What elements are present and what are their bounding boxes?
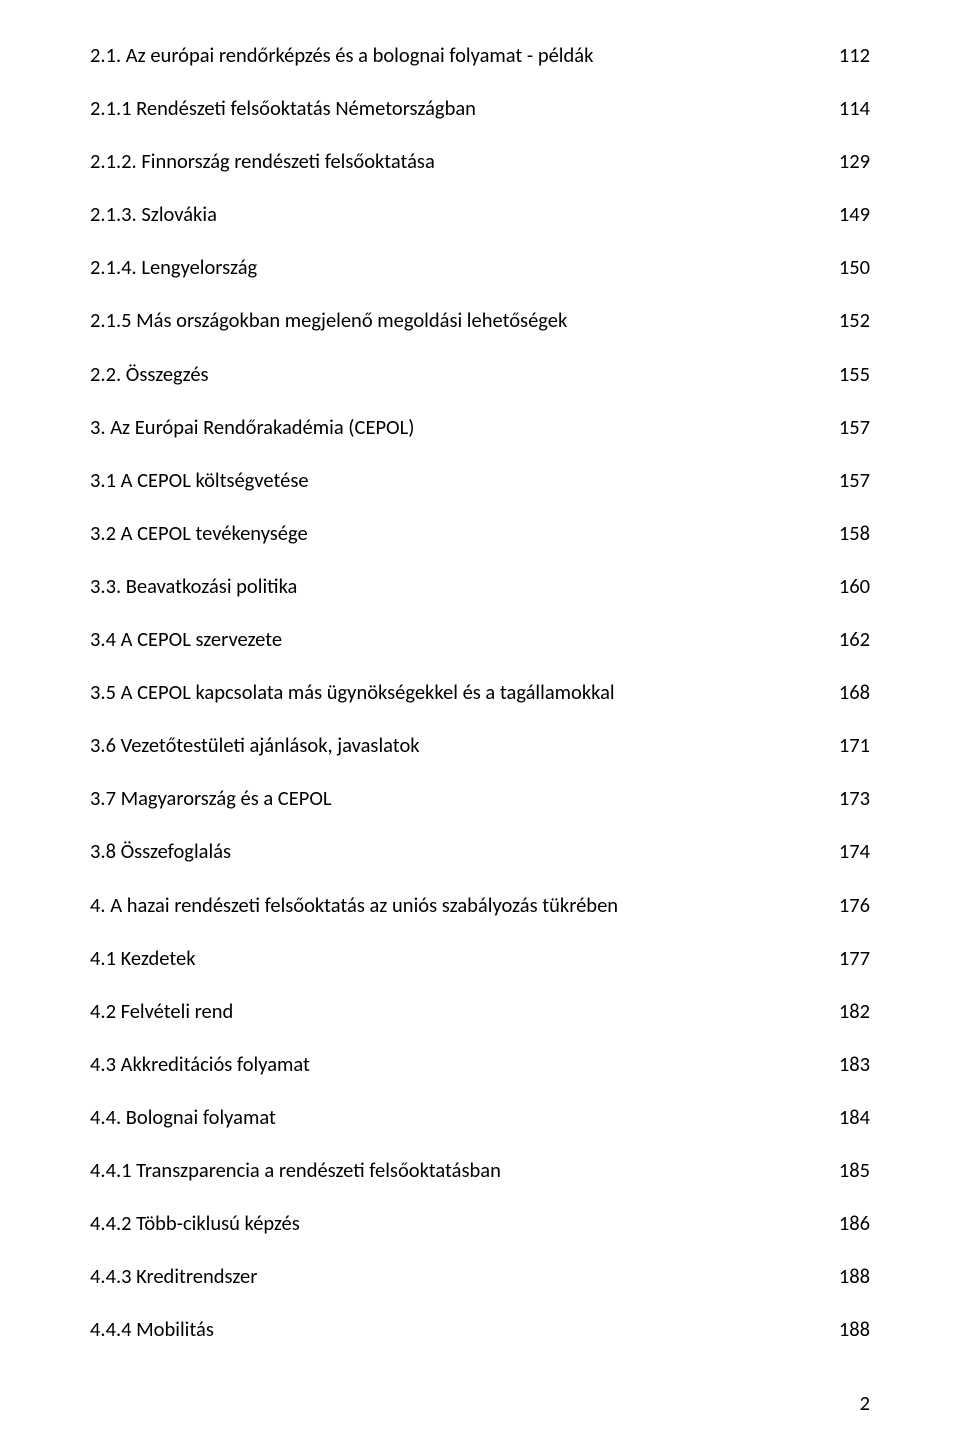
toc-entry-label: 3.7 Magyarország és a CEPOL bbox=[90, 786, 830, 811]
toc-entry-page: 160 bbox=[830, 574, 870, 599]
toc-entry-page: 162 bbox=[830, 627, 870, 652]
toc-entry: 3.7 Magyarország és a CEPOL 173 bbox=[90, 786, 870, 811]
toc-entry-label: 4.4.4 Mobilitás bbox=[90, 1317, 830, 1342]
toc-entry-page: 171 bbox=[830, 733, 870, 758]
toc-entry: 4.4. Bolognai folyamat 184 bbox=[90, 1105, 870, 1130]
toc-entry-page: 114 bbox=[830, 96, 870, 121]
toc-entry-label: 3.8 Összefoglalás bbox=[90, 839, 830, 864]
toc-entry: 4.4.3 Kreditrendszer 188 bbox=[90, 1264, 870, 1289]
document-page: 2.1. Az európai rendőrképzés és a bologn… bbox=[0, 0, 960, 1456]
toc-entry-label: 3.2 A CEPOL tevékenysége bbox=[90, 521, 830, 546]
toc-entry-label: 4.4.3 Kreditrendszer bbox=[90, 1264, 830, 1289]
toc-entry-page: 177 bbox=[830, 946, 870, 971]
toc-entry: 3. Az Európai Rendőrakadémia (CEPOL) 157 bbox=[90, 415, 870, 440]
toc-entry-label: 2.1.4. Lengyelország bbox=[90, 255, 830, 280]
toc-entry-label: 2.2. Összegzés bbox=[90, 362, 830, 387]
toc-entry-page: 152 bbox=[830, 308, 870, 333]
toc-entry-label: 2.1.5 Más országokban megjelenő megoldás… bbox=[90, 308, 830, 333]
toc-entry-page: 173 bbox=[830, 786, 870, 811]
toc-entry-page: 112 bbox=[830, 43, 870, 68]
toc-entry-page: 129 bbox=[830, 149, 870, 174]
toc-entry-label: 3.6 Vezetőtestületi ajánlások, javaslato… bbox=[90, 733, 830, 758]
toc-entry: 4.4.2 Több-ciklusú képzés 186 bbox=[90, 1211, 870, 1236]
toc-entry-label: 3.4 A CEPOL szervezete bbox=[90, 627, 830, 652]
toc-entry-label: 3.1 A CEPOL költségvetése bbox=[90, 468, 830, 493]
toc-entry: 3.5 A CEPOL kapcsolata más ügynökségekke… bbox=[90, 680, 870, 705]
toc-entry-label: 4.3 Akkreditációs folyamat bbox=[90, 1052, 830, 1077]
toc-entry: 4.3 Akkreditációs folyamat 183 bbox=[90, 1052, 870, 1077]
toc-entry: 2.1. Az európai rendőrképzés és a bologn… bbox=[90, 43, 870, 68]
toc-entry-label: 4.4.1 Transzparencia a rendészeti felsőo… bbox=[90, 1158, 830, 1183]
toc-entry: 4.4.4 Mobilitás 188 bbox=[90, 1317, 870, 1342]
toc-entry: 3.3. Beavatkozási politika 160 bbox=[90, 574, 870, 599]
toc-entry-page: 157 bbox=[830, 415, 870, 440]
toc-entry-page: 157 bbox=[830, 468, 870, 493]
toc-entry: 4. A hazai rendészeti felsőoktatás az un… bbox=[90, 893, 870, 918]
toc-entry-label: 4.2 Felvételi rend bbox=[90, 999, 830, 1024]
toc-entry-label: 2.1.1 Rendészeti felsőoktatás Németorszá… bbox=[90, 96, 830, 121]
toc-entry: 2.1.1 Rendészeti felsőoktatás Németorszá… bbox=[90, 96, 870, 121]
toc-entry-page: 158 bbox=[830, 521, 870, 546]
toc-entry-label: 2.1.3. Szlovákia bbox=[90, 202, 830, 227]
toc-entry-page: 182 bbox=[830, 999, 870, 1024]
toc-entry-label: 2.1. Az európai rendőrképzés és a bologn… bbox=[90, 43, 830, 68]
page-number: 2 bbox=[860, 1390, 870, 1416]
toc-entry-page: 188 bbox=[830, 1317, 870, 1342]
toc-entry-label: 3.3. Beavatkozási politika bbox=[90, 574, 830, 599]
toc-entry: 3.1 A CEPOL költségvetése 157 bbox=[90, 468, 870, 493]
toc-entry-page: 174 bbox=[830, 839, 870, 864]
toc-entry-label: 4.1 Kezdetek bbox=[90, 946, 830, 971]
toc-entry-label: 3. Az Európai Rendőrakadémia (CEPOL) bbox=[90, 415, 830, 440]
toc-entry: 2.1.5 Más országokban megjelenő megoldás… bbox=[90, 308, 870, 333]
toc-entry: 2.1.3. Szlovákia 149 bbox=[90, 202, 870, 227]
toc-entry: 4.2 Felvételi rend 182 bbox=[90, 999, 870, 1024]
toc-entry: 2.2. Összegzés 155 bbox=[90, 362, 870, 387]
toc-entry-label: 4. A hazai rendészeti felsőoktatás az un… bbox=[90, 893, 830, 918]
toc-entry-page: 149 bbox=[830, 202, 870, 227]
toc-entry: 4.1 Kezdetek 177 bbox=[90, 946, 870, 971]
toc-entry-label: 4.4.2 Több-ciklusú képzés bbox=[90, 1211, 830, 1236]
toc-entry-page: 168 bbox=[830, 680, 870, 705]
toc-entry: 3.8 Összefoglalás 174 bbox=[90, 839, 870, 864]
toc-entry-page: 186 bbox=[830, 1211, 870, 1236]
toc-entry-page: 188 bbox=[830, 1264, 870, 1289]
toc-entry-page: 155 bbox=[830, 362, 870, 387]
toc-entry-label: 3.5 A CEPOL kapcsolata más ügynökségekke… bbox=[90, 680, 830, 705]
toc-entry: 2.1.4. Lengyelország 150 bbox=[90, 255, 870, 280]
toc-entry-page: 150 bbox=[830, 255, 870, 280]
toc-entry-page: 183 bbox=[830, 1052, 870, 1077]
toc-entry-label: 4.4. Bolognai folyamat bbox=[90, 1105, 830, 1130]
toc-entry-label: 2.1.2. Finnország rendészeti felsőoktatá… bbox=[90, 149, 830, 174]
toc-entry: 3.4 A CEPOL szervezete 162 bbox=[90, 627, 870, 652]
toc-entry: 2.1.2. Finnország rendészeti felsőoktatá… bbox=[90, 149, 870, 174]
toc-entry: 4.4.1 Transzparencia a rendészeti felsőo… bbox=[90, 1158, 870, 1183]
toc-entry-page: 176 bbox=[830, 893, 870, 918]
toc-entry-page: 185 bbox=[830, 1158, 870, 1183]
toc-entry-page: 184 bbox=[830, 1105, 870, 1130]
toc-entry: 3.2 A CEPOL tevékenysége 158 bbox=[90, 521, 870, 546]
toc-entry: 3.6 Vezetőtestületi ajánlások, javaslato… bbox=[90, 733, 870, 758]
